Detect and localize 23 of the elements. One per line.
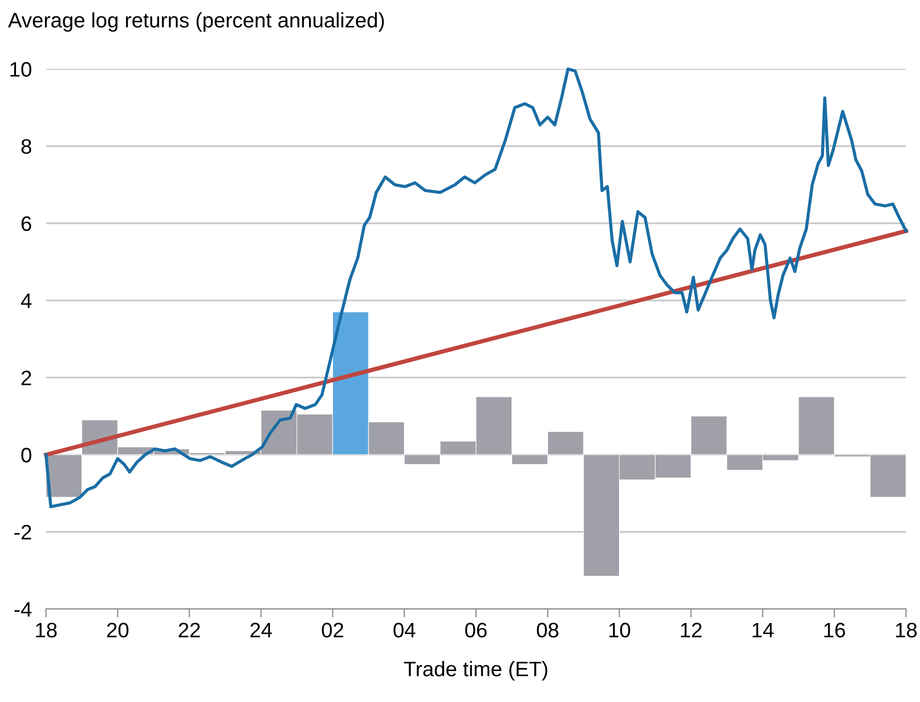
x-tick-label: 24 [250, 622, 272, 638]
x-tick-label: 18 [36, 622, 57, 638]
y-tick-label: 0 [21, 448, 32, 462]
y-tick-label: 8 [21, 139, 32, 154]
y-axis-title: Average log returns (percent annualized) [8, 12, 384, 32]
y-tick-label: -4 [14, 602, 32, 617]
x-tick-label: 06 [465, 622, 487, 638]
x-tick-label: 14 [752, 622, 774, 638]
x-tick-label: 04 [394, 622, 416, 638]
x-tick-label: 18 [896, 622, 917, 638]
x-tick-label: 22 [178, 622, 200, 638]
y-tick-label: 2 [22, 370, 32, 386]
x-tick-label: 16 [824, 622, 846, 638]
y-tick-label: 4 [21, 294, 32, 308]
y-tick-label: 10 [10, 62, 32, 77]
x-tick-label: 10 [609, 622, 630, 638]
x-tick-label: 08 [536, 622, 558, 638]
x-axis-title: Trade time (ET) [404, 661, 548, 680]
x-tick-label: 12 [681, 622, 702, 638]
y-tick-label: 6 [22, 216, 32, 232]
x-tick-label: 20 [107, 622, 128, 638]
y-tick-label: -2 [14, 524, 32, 540]
x-tick-label: 02 [322, 622, 344, 638]
